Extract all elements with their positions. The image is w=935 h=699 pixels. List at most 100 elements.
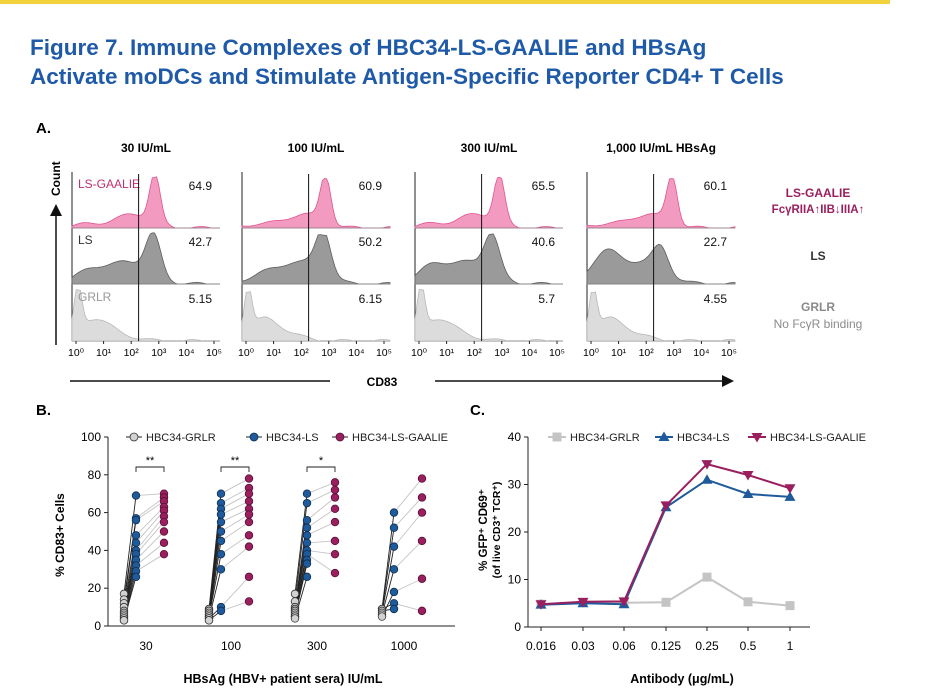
point-hbc34-ls-gaalie <box>660 501 672 511</box>
point-ls <box>216 517 226 527</box>
point-ls <box>131 538 141 548</box>
point-gaalie <box>417 536 427 546</box>
panel-c-chart: 0 10 20 30 40 0.016 0.03 0.06 0.125 0.25 0.5 1 HBC34… <box>508 430 866 653</box>
panel-c-y-tick-label: 10 <box>508 573 522 587</box>
panel-b-x-axis-label: HBsAg (HBV+ patient sera) IU/mL <box>184 672 383 686</box>
panel-c-x-tick-label: 0.03 <box>571 639 595 653</box>
histogram-grlr-4 <box>586 291 736 342</box>
gate-value-ls-gaalie-2: 60.9 <box>359 179 383 193</box>
panel-c-y-tick-label: 40 <box>508 430 522 444</box>
point-grlr <box>290 589 300 599</box>
column-title-3: 300 IU/mL <box>461 141 518 155</box>
x-tick-label: 10⁴ <box>693 347 709 359</box>
pair-line-grey <box>135 506 165 536</box>
point-ls <box>389 565 399 574</box>
panel-b-x-tick-label: 100 <box>221 639 241 653</box>
pair-line-grey <box>135 497 165 519</box>
pair-line-black <box>294 493 308 594</box>
point-ls <box>131 491 141 500</box>
panel-b-y-tick-label: 60 <box>88 506 102 520</box>
gate-value-grlr-2: 6.15 <box>359 292 383 306</box>
legend-grlr-title: GRLR <box>801 300 835 314</box>
panel-b-y-tick-label: 100 <box>81 430 101 444</box>
point-hbc34-ls <box>701 474 713 484</box>
point-gaalie <box>330 549 340 559</box>
pair-line-grey <box>393 602 423 612</box>
pair-line-grey <box>220 478 250 495</box>
pair-line-grey <box>220 601 250 612</box>
x-tick-label: 10⁰ <box>238 347 255 359</box>
pair-line-grey <box>135 516 165 551</box>
panel-c-y-tick-label: 30 <box>508 478 522 492</box>
gate-value-ls-gaalie-4: 60.1 <box>704 179 728 193</box>
panel-c-legend-marker <box>751 433 763 443</box>
panel-b-y-axis-label: % CD83+ Cells <box>53 493 67 577</box>
point-hbc34-ls-gaalie <box>784 484 796 494</box>
x-tick-label: 10¹ <box>96 347 112 359</box>
x-tick-label: 10¹ <box>439 347 455 359</box>
panel-b-chart: 0 20 40 60 80 100 30 ** 100 ** 300 * 1000 HBC34-GRLR H… <box>81 430 455 653</box>
point-gaalie <box>330 517 340 527</box>
point-gaalie <box>244 489 254 498</box>
histogram-ls-gaalie-1 <box>71 176 220 229</box>
point-ls <box>131 572 141 582</box>
point-ls <box>302 531 312 540</box>
legend-ls-title: LS <box>810 249 825 263</box>
panel-b-legend-label: HBC34-GRLR <box>146 432 216 444</box>
pair-line-grey <box>306 549 336 555</box>
point-gaalie <box>330 568 340 578</box>
point-hbc34-ls-gaalie <box>701 460 713 470</box>
figure-title: Figure 7. Immune Complexes of HBC34-LS-G… <box>30 33 910 91</box>
histogram-ls-gaalie-3 <box>414 176 563 229</box>
pair-line-grey <box>220 521 250 542</box>
histogram-grlr-2 <box>241 291 391 342</box>
x-tick-label: 10⁰ <box>583 347 600 359</box>
pair-line-grey <box>306 553 336 574</box>
point-hbc34-grlr <box>702 572 712 582</box>
panel-c-y-axis-label: % GFP⁺ CD69⁺ <box>478 489 490 571</box>
pair-line-grey <box>135 493 165 497</box>
point-gaalie <box>244 510 254 519</box>
pair-line-grey <box>306 489 336 504</box>
panel-b-legend-label: HBC34-LS-GAALIE <box>352 432 448 444</box>
point-gaalie <box>244 572 254 582</box>
row-label-ls-gaalie: LS-GAALIE <box>78 177 140 191</box>
gate-value-ls-2: 50.2 <box>359 235 383 249</box>
histogram-grlr-1 <box>71 289 220 342</box>
point-hbc34-ls-gaalie <box>618 597 630 607</box>
x-tick-label: 10² <box>639 347 655 359</box>
point-hbc34-ls-gaalie <box>535 600 547 610</box>
panel-b-x-tick-label: 1000 <box>391 639 418 653</box>
point-ls <box>389 508 399 517</box>
column-title-4: 1,000 IU/mL HBsAg <box>606 141 716 155</box>
point-gaalie <box>244 597 254 606</box>
x-tick-label: 10² <box>294 347 310 359</box>
pair-line-grey <box>220 576 250 608</box>
significance-bracket <box>306 466 336 472</box>
point-grlr <box>119 616 129 625</box>
x-tick-label: 10¹ <box>611 347 627 359</box>
pair-line-grey <box>220 487 250 504</box>
point-gaalie <box>330 478 340 487</box>
gate-value-grlr-1: 5.15 <box>189 292 213 306</box>
column-title-1: 30 IU/mL <box>121 141 171 155</box>
point-ls <box>131 515 141 525</box>
pair-line-black <box>381 527 395 611</box>
x-tick-label: 10² <box>467 347 483 359</box>
series-line-hbc34-ls <box>540 478 791 606</box>
panel-c-x-tick-label: 0.25 <box>695 639 719 653</box>
pair-line-grey <box>393 578 423 593</box>
point-ls <box>302 572 312 582</box>
point-gaalie <box>159 538 169 548</box>
point-gaalie <box>330 504 340 514</box>
gate-value-ls-gaalie-1: 64.9 <box>189 179 213 193</box>
panel-c-x-tick-label: 0.016 <box>526 639 556 653</box>
x-tick-label: 10⁴ <box>348 347 364 359</box>
panel-b-y-tick-label: 80 <box>88 468 102 482</box>
gate-value-ls-gaalie-3: 65.5 <box>532 179 556 193</box>
x-tick-label: 10⁵ <box>549 347 565 359</box>
pair-line-grey <box>220 500 250 515</box>
significance-bracket <box>135 466 165 472</box>
pair-line-black <box>208 531 222 615</box>
